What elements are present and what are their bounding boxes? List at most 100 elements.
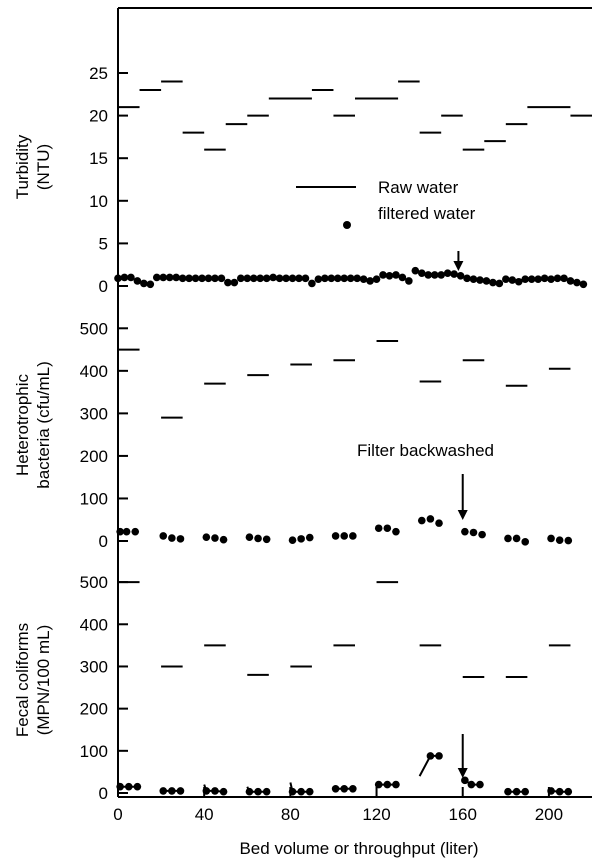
filtered-point-0-39 xyxy=(366,277,374,285)
filtered-point-1-16 xyxy=(340,532,349,540)
filtered-point-0-58 xyxy=(489,278,497,287)
filtered-point-1-20 xyxy=(392,527,400,536)
filtered-point-0-31 xyxy=(314,275,323,283)
x-tick-label-4: 160 xyxy=(449,805,477,824)
legend-raw-label: Raw water xyxy=(378,178,459,197)
filtered-point-1-24 xyxy=(461,527,469,536)
filtered-point-0-3 xyxy=(133,277,142,285)
filtered-point-0-23 xyxy=(262,274,271,283)
filtered-point-0-4 xyxy=(140,279,148,288)
filtered-point-0-48 xyxy=(424,271,433,279)
filtered-point-2-1-3 xyxy=(176,787,185,795)
filtered-point-2-10-3 xyxy=(564,787,573,796)
filtered-point-0-25 xyxy=(275,274,284,283)
filtered-point-0-66 xyxy=(540,274,549,283)
filtered-point-1-26 xyxy=(478,530,486,539)
filtered-point-1-23 xyxy=(435,519,443,527)
filtered-point-0-19 xyxy=(237,274,245,283)
filtered-point-0-37 xyxy=(353,274,361,283)
filtered-point-1-5 xyxy=(176,535,185,543)
filtered-point-1-10 xyxy=(254,534,262,543)
filtered-point-2-2-2 xyxy=(211,787,219,795)
filtered-point-2-1-1 xyxy=(159,787,168,795)
filtered-point-0-34 xyxy=(333,274,342,283)
filtered-point-0-33 xyxy=(327,274,336,283)
filtered-point-0-46 xyxy=(411,266,420,275)
backwash-arrow-head-2 xyxy=(457,768,468,778)
filtered-point-0-24 xyxy=(269,273,277,282)
filtered-point-2-0-3 xyxy=(133,782,142,791)
filtered-point-0-53 xyxy=(456,271,465,280)
filtered-point-0-12 xyxy=(191,274,200,283)
filtered-point-0-50 xyxy=(437,271,445,279)
filtered-point-1-4 xyxy=(168,534,176,542)
filtered-point-0-69 xyxy=(560,274,568,283)
filtered-point-0-10 xyxy=(178,274,187,283)
filtered-point-0-18 xyxy=(230,278,239,287)
filtered-point-0-1 xyxy=(120,273,129,282)
filtered-point-0-14 xyxy=(204,274,213,283)
coliforms-ylabel-line2: (MPN/100 mL) xyxy=(34,625,53,736)
filtered-point-0-42 xyxy=(385,271,394,280)
turbidity-ylabel-line1: Turbidity xyxy=(13,134,32,199)
y-tick-label-2-1: 100 xyxy=(80,742,108,761)
filtered-point-1-29 xyxy=(521,538,530,546)
y-tick-label-1-2: 200 xyxy=(80,447,108,466)
filtered-point-0-51 xyxy=(443,269,452,278)
y-tick-label-1-4: 400 xyxy=(80,362,108,381)
filtered-point-0-16 xyxy=(217,274,226,283)
filtered-point-1-19 xyxy=(383,524,392,533)
filtered-point-2-8-3 xyxy=(476,780,484,789)
backwash-arrow-head-0 xyxy=(453,261,464,271)
filtered-point-1-32 xyxy=(564,536,573,545)
x-axis-label: Bed volume or throughput (liter) xyxy=(239,839,478,858)
filtered-point-0-59 xyxy=(495,279,504,288)
turbidity-panel: Turbidity (NTU) Raw water filtered water… xyxy=(13,64,592,296)
filtered-point-2-5-2 xyxy=(340,784,349,793)
x-tick-label-0: 0 xyxy=(113,805,122,824)
filtered-point-2-10-2 xyxy=(555,787,564,796)
filtered-point-0-41 xyxy=(379,271,387,279)
filtered-point-0-62 xyxy=(514,277,523,286)
filtered-point-0-28 xyxy=(295,274,303,283)
filtered-point-1-6 xyxy=(202,533,211,541)
filtered-point-0-27 xyxy=(288,274,297,283)
filtered-point-0-6 xyxy=(152,273,161,282)
filtered-point-1-18 xyxy=(374,524,383,533)
filtered-point-0-63 xyxy=(521,275,530,283)
filtered-point-1-31 xyxy=(555,536,564,544)
y-tick-label-0-3: 15 xyxy=(89,149,108,168)
filtered-point-0-54 xyxy=(463,274,471,283)
y-tick-label-0-1: 5 xyxy=(99,234,108,253)
legend-filtered-label: filtered water xyxy=(378,204,476,223)
filtered-point-0-72 xyxy=(579,280,588,289)
y-tick-label-0-5: 25 xyxy=(89,64,108,83)
filtered-point-1-21 xyxy=(417,516,426,525)
y-tick-label-2-4: 400 xyxy=(80,615,108,634)
filtered-point-1-8 xyxy=(219,535,228,544)
filtered-point-1-14 xyxy=(305,533,314,542)
filtered-point-0-52 xyxy=(450,270,458,278)
filtered-point-2-8-2 xyxy=(467,780,476,789)
x-tick-label-1: 40 xyxy=(195,805,214,824)
filtered-point-0-44 xyxy=(398,273,407,282)
filtered-point-2-8-1 xyxy=(461,776,469,785)
backwash-annotation: Filter backwashed xyxy=(357,441,494,460)
filtered-point-1-22 xyxy=(426,515,435,523)
filtered-point-0-2 xyxy=(127,273,135,282)
filtered-point-2-6-1 xyxy=(374,780,383,789)
filtered-point-0-65 xyxy=(534,275,542,283)
filtered-point-0-61 xyxy=(508,276,517,284)
filtered-point-2-9-1 xyxy=(504,787,512,796)
y-tick-label-0-2: 10 xyxy=(89,192,108,211)
filtered-point-1-15 xyxy=(331,532,340,540)
filtered-point-2-7-1 xyxy=(426,752,435,760)
filtered-point-0-5 xyxy=(146,280,155,289)
filtered-point-1-7 xyxy=(211,534,219,542)
y-tick-label-2-3: 300 xyxy=(80,657,108,676)
filtered-point-2-6-2 xyxy=(383,780,392,789)
legend-filtered-marker xyxy=(343,221,351,229)
x-tick-label-5: 200 xyxy=(535,805,563,824)
y-tick-label-0-0: 0 xyxy=(99,277,108,296)
filtered-point-0-9 xyxy=(172,273,180,282)
